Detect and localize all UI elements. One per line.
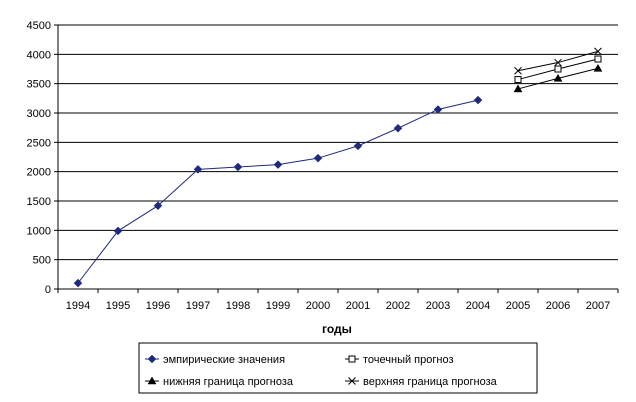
data-point-diamond [233,162,243,172]
y-tick-label: 500 [33,255,51,267]
legend-item: нижняя граница прогноза [145,376,294,388]
legend: эмпирические значения точечный прогноз ниж… [138,342,538,394]
data-point-diamond [353,141,363,151]
series-line [77,99,479,284]
y-tick-label: 4000 [27,49,51,61]
legend-item: точечный прогноз [345,354,454,366]
data-point-cross [554,58,562,67]
data-point-square [554,65,562,73]
legend-label: эмпирические значения [163,354,285,366]
y-tick-label: 3500 [27,79,51,91]
legend-item: эмпирические значения [145,354,285,366]
legend-label: точечный прогноз [363,354,454,366]
y-tick-label: 0 [45,284,51,296]
cross-stroke [594,47,602,56]
cross-stroke [348,377,356,385]
data-point-cross [348,377,356,385]
data-point-diamond [147,354,157,364]
x-tick-label: 1994 [66,300,90,312]
x-tick-label: 1998 [226,300,250,312]
x-tick-label: 2002 [386,300,410,312]
data-point-cross [594,47,602,56]
data-point-diamond [433,105,443,114]
legend-label: верхняя граница прогноза [363,376,498,388]
cross-stroke [554,58,562,67]
legend-item: верхняя граница прогноза [345,376,498,388]
legend-label: нижняя граница прогноза [163,376,294,388]
series-3 [514,47,602,75]
axis-layer: 0 500 1000 1500 2000 2500 3000 3500 4000 4500 1994… [27,20,619,312]
legend-box [138,342,538,394]
data-point-diamond [273,160,283,169]
data-point-triangle [553,73,563,82]
x-axis-title: годы [322,322,352,336]
x-tick-label: 2006 [546,300,570,312]
cross-stroke [514,66,522,75]
x-tick-label: 1999 [266,300,290,312]
y-tick-label: 1500 [27,196,51,208]
series-1 [514,55,602,84]
x-tick-label: 2001 [346,300,370,312]
x-tick-label: 2007 [586,300,610,312]
x-tick-label: 1997 [186,300,210,312]
series-0 [73,95,483,288]
x-tick-label: 1996 [146,300,170,312]
data-point-square [348,355,356,363]
data-point-diamond [153,201,163,211]
data-point-square [594,55,602,63]
x-tick-label: 2005 [506,300,530,312]
y-tick-label: 1000 [27,225,51,237]
data-point-diamond [313,153,323,163]
x-tick-label: 1995 [106,300,130,312]
y-tick-label: 4500 [27,20,51,32]
data-point-triangle [513,84,523,93]
data-point-square [514,76,522,84]
data-point-triangle [593,63,603,72]
data-point-diamond [473,95,483,105]
data-point-diamond [73,278,83,288]
grid-layer [58,24,618,261]
series-2 [513,63,603,93]
y-tick-label: 3000 [27,108,51,120]
data-point-diamond [393,123,403,133]
x-tick-label: 2003 [426,300,450,312]
y-tick-label: 2000 [27,167,51,179]
data-point-diamond [193,164,203,174]
series-layer [73,47,603,288]
data-point-cross [514,66,522,75]
data-point-diamond [113,226,123,236]
x-tick-label: 2004 [466,300,490,312]
x-tick-label: 2000 [306,300,330,312]
data-point-triangle [147,376,157,385]
y-tick-label: 2500 [27,137,51,149]
